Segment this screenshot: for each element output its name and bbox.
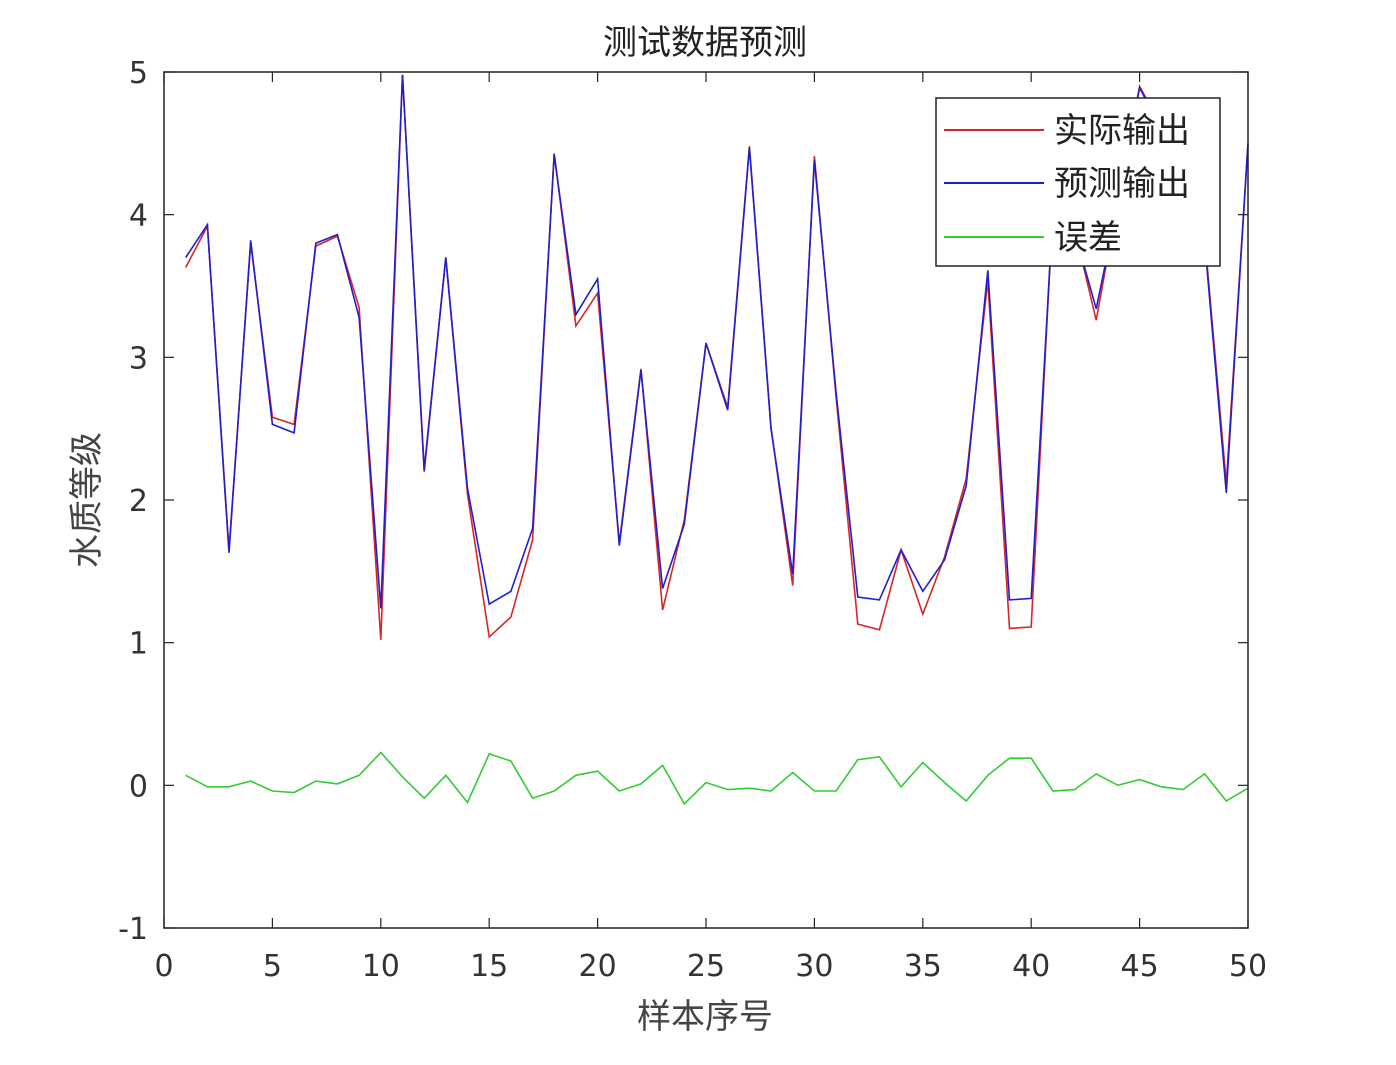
x-axis-title: 样本序号 (637, 997, 773, 1037)
y-axis-title: 水质等级 (67, 432, 107, 568)
x-tick-label: 0 (154, 949, 173, 984)
series-line-error (185, 751, 1249, 806)
x-tick-label: 35 (904, 949, 942, 984)
legend-label-actual: 实际输出 (1054, 111, 1190, 151)
x-tick-label: 5 (263, 949, 282, 984)
y-tick-label: 0 (129, 769, 148, 804)
x-tick-label: 10 (362, 949, 400, 984)
x-tick-label: 25 (687, 949, 725, 984)
y-tick-label: 5 (129, 56, 148, 91)
x-tick-label: 45 (1121, 949, 1159, 984)
legend-label-error: 误差 (1054, 218, 1122, 258)
x-tick-label: 30 (795, 949, 833, 984)
chart-title: 测试数据预测 (603, 23, 807, 63)
x-tick-label: 20 (579, 949, 617, 984)
y-tick-label: 4 (129, 199, 148, 234)
x-tick-label: 40 (1012, 949, 1050, 984)
y-tick-label: 3 (129, 341, 148, 376)
y-tick-label: -1 (118, 912, 148, 947)
y-tick-label: 1 (129, 627, 148, 662)
y-tick-label: 2 (129, 484, 148, 519)
x-tick-label: 50 (1229, 949, 1267, 984)
legend: 实际输出 预测输出 误差 (935, 97, 1221, 267)
legend-label-predicted: 预测输出 (1054, 164, 1190, 204)
x-tick-label: 15 (470, 949, 508, 984)
